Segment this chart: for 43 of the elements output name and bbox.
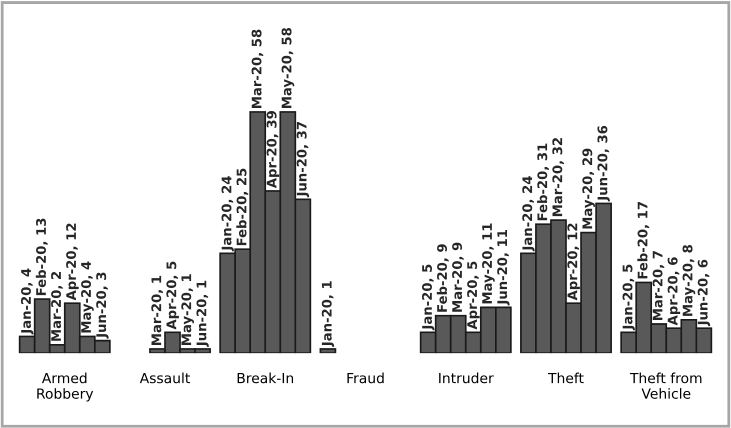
data-label: Mar-20, 32 xyxy=(552,138,564,216)
bar xyxy=(320,348,336,354)
data-label: May-20, 8 xyxy=(682,245,696,316)
data-label: Feb-20, 9 xyxy=(436,244,449,312)
data-label: Mar-20, 9 xyxy=(452,242,464,312)
x-tick-label: Assault xyxy=(140,372,190,384)
data-label: Apr-20, 6 xyxy=(668,257,680,326)
data-label: Apr-20, 39 xyxy=(266,111,280,188)
data-label: Jun-20, 11 xyxy=(497,230,510,306)
data-label: Jan-20, 5 xyxy=(422,264,434,330)
data-label: Jun-20, 37 xyxy=(296,122,310,198)
data-label: May-20, 29 xyxy=(582,148,595,229)
data-label: Mar-20, 1 xyxy=(151,276,163,345)
x-tick-label: Fraud xyxy=(347,372,384,384)
data-label: Jun-20, 3 xyxy=(96,272,109,339)
data-label: Mar-20, 7 xyxy=(652,251,664,320)
data-label: May-20, 58 xyxy=(282,28,294,108)
data-label: Apr-20, 12 xyxy=(66,224,79,300)
data-label: May-20, 4 xyxy=(81,261,94,332)
data-label: Feb-20, 31 xyxy=(537,144,549,220)
data-label: Apr-20, 5 xyxy=(166,262,179,330)
x-tick-label: Intruder xyxy=(439,372,494,384)
data-label: Jun-20, 6 xyxy=(698,260,710,326)
data-label: Jan-20, 5 xyxy=(622,264,635,330)
data-label: May-20, 1 xyxy=(181,274,194,345)
data-label: Jan-20, 24 xyxy=(222,176,234,252)
data-label: Jan-20, 24 xyxy=(522,176,535,252)
data-label: Jun-20, 36 xyxy=(597,126,610,202)
data-label: Jan-20, 1 xyxy=(322,281,334,347)
x-tick-label: Break-In xyxy=(238,372,294,384)
data-label: Mar-20, 2 xyxy=(51,272,63,341)
data-label: Apr-20, 5 xyxy=(467,262,480,330)
data-label: Jan-20, 4 xyxy=(21,268,34,334)
data-label: Feb-20, 25 xyxy=(236,168,248,246)
data-label: Feb-20, 17 xyxy=(637,202,650,278)
data-label: Jun-20, 1 xyxy=(196,280,209,347)
data-label: Apr-20, 12 xyxy=(567,224,580,300)
x-tick-label: Theft from Vehicle xyxy=(630,372,702,399)
x-tick-label: Theft xyxy=(548,372,584,384)
data-label: Feb-20, 13 xyxy=(36,218,48,296)
data-label: May-20, 11 xyxy=(482,223,495,304)
data-label: Mar-20, 58 xyxy=(252,30,264,108)
x-tick-label: Armed Robbery xyxy=(37,372,94,402)
